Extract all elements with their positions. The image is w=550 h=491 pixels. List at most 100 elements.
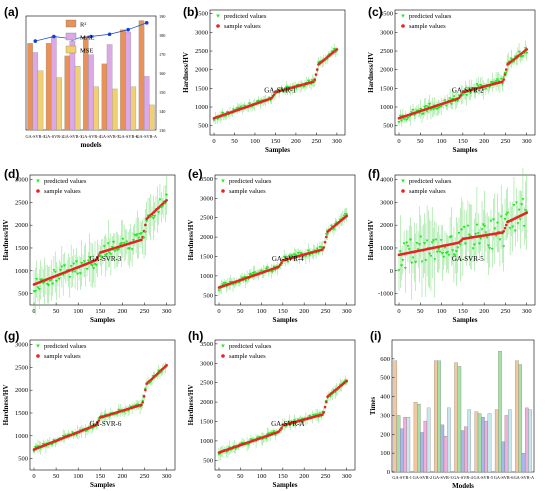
panel-i-ytick: 100 bbox=[380, 450, 390, 457]
predicted-value-marker bbox=[272, 265, 276, 269]
predicted-value-marker bbox=[135, 233, 139, 237]
predicted-value-marker bbox=[494, 234, 498, 238]
predicted-value-marker bbox=[246, 277, 250, 281]
panel-a-xlabel: models bbox=[81, 141, 102, 149]
sample-value-marker bbox=[165, 364, 168, 367]
predicted-value-marker bbox=[82, 260, 86, 264]
predicted-value-marker bbox=[94, 264, 98, 267]
predicted-value-marker bbox=[410, 261, 414, 265]
predicted-value-marker bbox=[139, 232, 143, 235]
panel-b-title: GA-SVR-1 bbox=[264, 87, 296, 95]
panel-i-bars bbox=[393, 351, 532, 473]
predicted-value-marker bbox=[489, 219, 493, 223]
sample-value-marker bbox=[505, 223, 508, 227]
panel-b-xtick: 150 bbox=[271, 138, 281, 145]
panel-g-label: (g) bbox=[4, 329, 19, 343]
predicted-value-marker bbox=[334, 50, 338, 54]
predicted-value-marker bbox=[426, 105, 430, 109]
panel-g-points bbox=[32, 362, 169, 455]
predicted-value-marker bbox=[457, 232, 461, 235]
predicted-value-marker bbox=[495, 78, 499, 82]
panel-h-ytick: 2000 bbox=[200, 399, 213, 406]
panel-d-xtick: 100 bbox=[73, 308, 83, 315]
predicted-value-marker bbox=[217, 453, 221, 457]
panel-a-bar bbox=[130, 86, 137, 131]
sample-value-marker bbox=[502, 78, 506, 81]
predicted-value-marker bbox=[513, 55, 517, 59]
sample-value-marker bbox=[280, 261, 283, 265]
predicted-value-marker bbox=[515, 201, 519, 205]
predicted-value-marker bbox=[254, 440, 258, 443]
sample-value-marker bbox=[505, 68, 508, 71]
panel-g-xtick: 300 bbox=[162, 473, 172, 480]
predicted-value-marker bbox=[406, 116, 410, 120]
predicted-value-marker bbox=[72, 434, 76, 438]
predicted-value-marker bbox=[287, 254, 291, 258]
predicted-value-marker bbox=[240, 276, 244, 280]
panel-a-category-label: GA-SVR-3 bbox=[63, 134, 83, 139]
panel-d-ytick: 1000 bbox=[15, 268, 28, 275]
predicted-value-marker bbox=[423, 242, 427, 245]
predicted-value-marker bbox=[138, 405, 142, 409]
panel-e-legend-sample: sample values bbox=[229, 188, 266, 195]
predicted-value-marker bbox=[301, 420, 305, 424]
panel-a-bar bbox=[112, 88, 118, 131]
predicted-value-marker bbox=[419, 235, 423, 239]
predicted-value-marker bbox=[51, 442, 55, 446]
predicted-value-marker bbox=[304, 255, 308, 259]
sample-value-marker bbox=[323, 240, 327, 244]
predicted-value-marker bbox=[512, 60, 516, 64]
predicted-value-marker bbox=[289, 423, 293, 427]
predicted-value-marker bbox=[310, 79, 314, 83]
panel-b-ytick: 1000 bbox=[195, 104, 208, 111]
predicted-value-marker bbox=[424, 105, 428, 108]
panel-c-xtick: 250 bbox=[501, 138, 511, 145]
predicted-value-marker bbox=[328, 395, 332, 398]
panel-a-r2-point bbox=[126, 27, 130, 32]
panel-i-bar bbox=[413, 402, 418, 473]
panel-i-category-label: GA-SVR-6 bbox=[494, 475, 514, 480]
panel-i-bar bbox=[403, 417, 407, 473]
panel-a-bar bbox=[106, 44, 113, 131]
predicted-value-marker bbox=[68, 276, 72, 279]
predicted-value-marker bbox=[280, 428, 284, 432]
predicted-value-marker bbox=[126, 409, 130, 413]
panel-e-points bbox=[217, 207, 349, 296]
sample-value-marker bbox=[322, 411, 326, 414]
panel-i-category-label: GA-SVR-3 bbox=[433, 475, 453, 480]
predicted-value-marker bbox=[521, 55, 525, 58]
panel-a-right-tick: 190 bbox=[159, 14, 165, 19]
sample-value-marker bbox=[345, 379, 349, 383]
predicted-value-marker bbox=[37, 287, 41, 291]
panel-c-xtick: 0 bbox=[397, 138, 400, 145]
predicted-value-marker bbox=[74, 433, 78, 437]
predicted-value-marker bbox=[467, 233, 471, 237]
predicted-value-marker bbox=[431, 239, 435, 243]
predicted-value-marker bbox=[85, 429, 89, 433]
panel-a-right-axis-ticks: 130 140 150 160 170 180 190 bbox=[159, 14, 165, 133]
predicted-value-marker bbox=[408, 238, 412, 242]
panel-b-ytick: 3000 bbox=[195, 29, 208, 36]
panel-c-ytick: 500 bbox=[383, 123, 393, 130]
predicted-value-marker bbox=[466, 224, 470, 228]
panel-h-xtick: 50 bbox=[237, 473, 244, 480]
predicted-value-marker bbox=[437, 247, 441, 251]
sample-value-marker bbox=[95, 423, 98, 426]
panel-i-bar bbox=[464, 426, 468, 473]
predicted-value-marker bbox=[294, 254, 298, 257]
predicted-value-marker bbox=[509, 57, 513, 61]
panel-h-label: (h) bbox=[188, 329, 203, 343]
sample-value-marker bbox=[321, 413, 324, 416]
predicted-value-marker bbox=[433, 258, 437, 261]
panel-g-ytick: 3000 bbox=[15, 342, 28, 349]
predicted-value-marker bbox=[264, 437, 268, 440]
predicted-value-marker bbox=[428, 102, 432, 106]
panel-d-legend-predicted: predicted values bbox=[44, 178, 87, 185]
predicted-value-marker bbox=[73, 270, 77, 274]
panel-c-xtick: 50 bbox=[417, 138, 424, 145]
predicted-value-marker bbox=[296, 251, 300, 255]
predicted-value-marker bbox=[451, 249, 455, 252]
predicted-value-marker bbox=[151, 216, 155, 220]
panel-c-ytick: 1000 bbox=[380, 104, 393, 111]
panel-f-ytick: 0 bbox=[390, 268, 393, 275]
